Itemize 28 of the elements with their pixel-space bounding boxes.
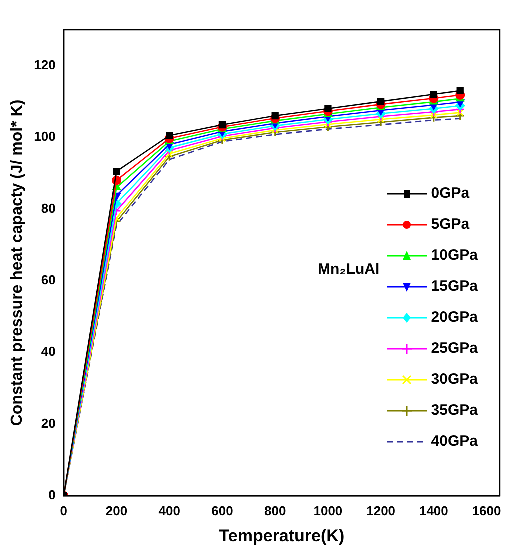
y-tick-label: 60 bbox=[41, 272, 56, 288]
x-axis-title: Temperature(K) bbox=[219, 526, 345, 546]
x-tick-label: 600 bbox=[212, 503, 234, 518]
legend-label: 10GPa bbox=[431, 247, 478, 264]
x-tick-label: 400 bbox=[158, 503, 180, 518]
legend-label: 40GPa bbox=[431, 433, 478, 450]
y-tick-label: 40 bbox=[41, 344, 56, 360]
legend-label: 0GPa bbox=[431, 185, 470, 202]
legend-label: 15GPa bbox=[431, 278, 478, 295]
x-tick-label: 1600 bbox=[472, 503, 502, 518]
x-tick-label: 1200 bbox=[366, 503, 396, 518]
x-tick-label: 1000 bbox=[314, 503, 343, 518]
y-tick-label: 80 bbox=[41, 200, 56, 216]
y-tick-label: 0 bbox=[48, 488, 56, 503]
legend-label: 35GPa bbox=[431, 402, 478, 419]
x-tick-label: 0 bbox=[60, 503, 68, 518]
legend-label: 25GPa bbox=[431, 340, 478, 357]
x-tick-label: 200 bbox=[106, 503, 128, 518]
y-tick-label: 120 bbox=[34, 57, 56, 72]
y-axis-title: Constant pressure heat capacty (J/ mol* K) bbox=[9, 100, 26, 426]
annotation: Mn₂LuAl bbox=[318, 261, 380, 278]
legend-label: 5GPa bbox=[431, 216, 470, 233]
y-tick-label: 20 bbox=[41, 416, 56, 431]
x-tick-label: 800 bbox=[264, 503, 286, 518]
y-tick-label: 100 bbox=[34, 129, 56, 144]
legend-label: 30GPa bbox=[431, 371, 478, 388]
legend-label: 20GPa bbox=[431, 309, 478, 326]
x-tick-label: 1400 bbox=[419, 503, 448, 518]
